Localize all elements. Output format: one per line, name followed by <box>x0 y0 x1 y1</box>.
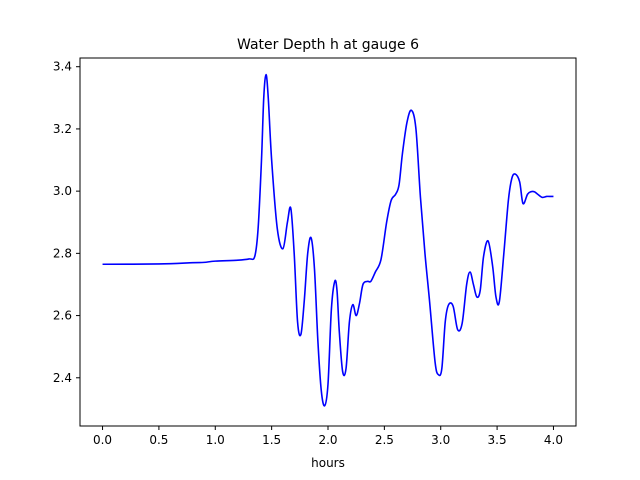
y-tick-label: 3.2 <box>53 122 72 136</box>
x-tick-label: 1.0 <box>206 433 225 447</box>
x-tick-label: 2.5 <box>375 433 394 447</box>
y-tick-label: 2.6 <box>53 309 72 323</box>
x-tick-label: 0.5 <box>149 433 168 447</box>
x-tick-label: 0.0 <box>93 433 112 447</box>
y-tick-label: 2.4 <box>53 371 72 385</box>
x-axis-ticks: 0.0 0.5 1.0 1.5 2.0 2.5 3.0 3.5 4.0 <box>93 426 563 447</box>
series-line-1 <box>102 73 554 407</box>
y-axis-ticks: 2.4 2.6 2.8 3.0 3.2 3.4 <box>53 60 80 385</box>
x-axis-label: hours <box>311 456 345 470</box>
y-tick-label: 3.4 <box>53 60 72 74</box>
y-tick-label: 2.8 <box>53 246 72 260</box>
y-tick-label: 3.0 <box>53 184 72 198</box>
chart-title: Water Depth h at gauge 6 <box>237 37 419 53</box>
x-tick-label: 3.0 <box>431 433 450 447</box>
x-tick-label: 1.5 <box>262 433 281 447</box>
x-tick-label: 4.0 <box>544 433 563 447</box>
x-tick-label: 3.5 <box>488 433 507 447</box>
x-tick-label: 2.0 <box>318 433 337 447</box>
